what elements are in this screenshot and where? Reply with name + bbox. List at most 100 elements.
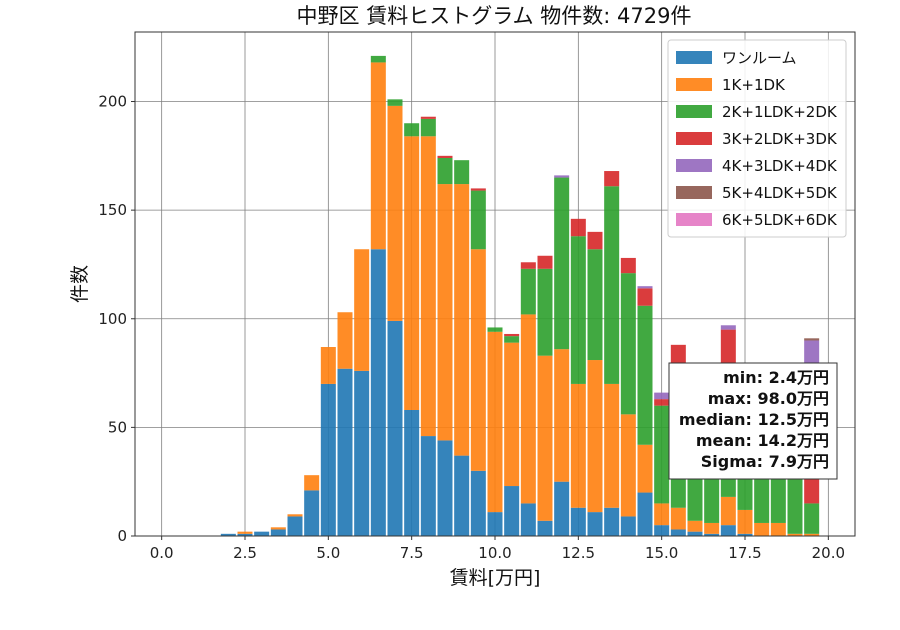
legend-swatch: [676, 213, 712, 226]
bar-segment: [470, 188, 486, 191]
bar-segment: [504, 336, 520, 343]
legend-label: 6K+5LDK+6DK: [722, 211, 838, 229]
bar-segment: [504, 342, 520, 487]
bar-segment: [670, 507, 686, 530]
bar-segment: [637, 444, 653, 493]
x-tick-label: 0.0: [150, 544, 174, 562]
bar-segment: [487, 512, 503, 536]
bar-segment: [654, 503, 670, 526]
bar-segment: [720, 525, 736, 536]
x-tick-label: 2.5: [233, 544, 257, 562]
bar-segment: [404, 136, 420, 410]
bar-segment: [504, 333, 520, 337]
bar-segment: [604, 507, 620, 536]
bar-segment: [304, 490, 320, 536]
y-tick-label: 150: [98, 201, 127, 219]
y-tick-label: 100: [98, 310, 127, 328]
bar-segment: [704, 533, 720, 536]
bar-segment: [670, 529, 686, 536]
x-tick-label: 10.0: [478, 544, 511, 562]
bar-segment: [637, 286, 653, 289]
legend-swatch: [676, 51, 712, 64]
stats-line: min: 2.4万円: [723, 368, 829, 387]
legend-swatch: [676, 132, 712, 145]
bar-segment: [504, 486, 520, 536]
bar-segment: [454, 160, 470, 185]
bar-segment: [554, 177, 570, 350]
bar-segment: [554, 175, 570, 178]
bar-segment: [537, 268, 553, 356]
legend-label: 1K+1DK: [722, 76, 786, 94]
legend-label: 5K+4LDK+5DK: [722, 184, 838, 202]
bar-segment: [237, 533, 253, 536]
x-tick-label: 17.5: [728, 544, 761, 562]
bar-segment: [604, 383, 620, 508]
bar-segment: [687, 531, 703, 536]
bar-segment: [737, 533, 753, 536]
bar-segment: [637, 288, 653, 306]
legend-box: [667, 39, 847, 238]
bar-segment: [754, 522, 770, 536]
bar-segment: [704, 522, 720, 534]
bar-segment: [687, 520, 703, 532]
chart-title: 中野区 賃料ヒストグラム 物件数: 4729件: [297, 4, 692, 28]
bar-segment: [437, 155, 453, 158]
bar-segment: [587, 249, 603, 361]
bar-segment: [337, 312, 353, 369]
bar-segment: [387, 320, 403, 536]
bar-segment: [770, 522, 786, 536]
legend-label: 2K+1LDK+2DK: [722, 103, 838, 121]
x-tick-label: 5.0: [316, 544, 340, 562]
bar-segment: [570, 507, 586, 536]
stats-annotation: min: 2.4万円 max: 98.0万円 median: 12.5万円 mean:…: [668, 362, 838, 480]
bar-segment: [420, 116, 436, 119]
x-tick-label: 12.5: [562, 544, 595, 562]
bar-segment: [570, 218, 586, 237]
bar-segment: [270, 527, 286, 530]
x-tick-label: 7.5: [400, 544, 424, 562]
bar-segment: [720, 325, 736, 330]
bar-segment: [654, 399, 670, 406]
bar-segment: [354, 370, 370, 536]
bar-segment: [254, 531, 270, 536]
bar-segment: [404, 410, 420, 536]
legend-swatch: [676, 186, 712, 199]
bar-segment: [470, 249, 486, 471]
bar-segment: [587, 231, 603, 250]
bar-segment: [620, 414, 636, 517]
bar-segment: [570, 383, 586, 508]
bar-segment: [320, 383, 336, 536]
bar-segment: [554, 349, 570, 482]
legend-swatch: [676, 159, 712, 172]
bar-segment: [387, 105, 403, 321]
bar-segment: [654, 392, 670, 400]
bar-segment: [654, 525, 670, 536]
x-tick-label: 15.0: [645, 544, 678, 562]
bar-segment: [804, 338, 820, 341]
stats-line: max: 98.0万円: [708, 389, 829, 408]
bar-segment: [637, 492, 653, 536]
bar-segment: [487, 327, 503, 332]
bar-segment: [370, 62, 386, 250]
legend-label: 3K+2LDK+3DK: [722, 130, 838, 148]
stats-line: median: 12.5万円: [679, 410, 829, 429]
y-tick-label: 50: [108, 418, 127, 436]
bar-segment: [587, 360, 603, 513]
bar-segment: [370, 55, 386, 63]
stats-line: mean: 14.2万円: [696, 431, 829, 450]
bar-segment: [570, 236, 586, 384]
bar-segment: [520, 268, 536, 315]
bar-segment: [454, 455, 470, 536]
bar-segment: [520, 314, 536, 504]
y-tick-label: 0: [117, 527, 127, 545]
x-tick-label: 20.0: [812, 544, 845, 562]
bar-segment: [804, 503, 820, 534]
bar-segment: [420, 118, 436, 137]
x-axis-label: 賃料[万円]: [450, 567, 541, 589]
bar-segment: [454, 184, 470, 456]
bar-segment: [354, 249, 370, 371]
bar-segment: [587, 512, 603, 536]
bar-segment: [520, 503, 536, 536]
bar-segment: [220, 533, 236, 536]
